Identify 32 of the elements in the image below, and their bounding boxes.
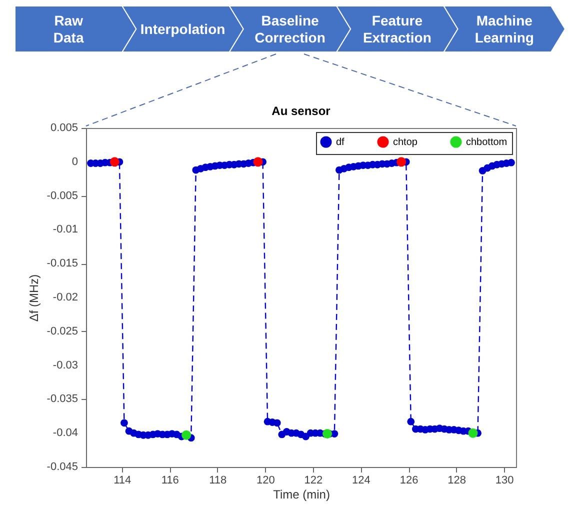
y-tick-label: -0.045 bbox=[46, 461, 78, 473]
x-tick-label: 128 bbox=[448, 474, 466, 486]
legend-label: df bbox=[336, 137, 345, 148]
point bbox=[322, 429, 332, 439]
x-tick-label: 114 bbox=[114, 474, 132, 486]
y-tick-label: -0.02 bbox=[52, 292, 78, 304]
y-tick-label: -0.03 bbox=[52, 359, 78, 372]
x-tick-label: 118 bbox=[209, 474, 227, 486]
x-axis-title: Time (min) bbox=[273, 488, 330, 502]
x-tick-label: 120 bbox=[256, 474, 275, 486]
text: Baseline Correction bbox=[254, 12, 326, 46]
legend-label: chbottom bbox=[466, 137, 508, 148]
x-tick-label: 122 bbox=[304, 474, 323, 486]
x-tick-label: 130 bbox=[495, 474, 514, 486]
y-axis-title: Δf (MHz) bbox=[27, 274, 41, 322]
y-tick-label: -0.01 bbox=[52, 224, 78, 236]
chart-title: Au sensor bbox=[272, 104, 331, 118]
text: Machine Learning bbox=[474, 12, 534, 46]
y-tick-label: -0.04 bbox=[52, 427, 78, 440]
y-tick-label: -0.015 bbox=[46, 258, 78, 270]
legend-label: chtop bbox=[393, 137, 418, 148]
x-tick-label: 116 bbox=[161, 474, 179, 486]
y-tick-label: 0.005 bbox=[50, 122, 78, 134]
text: Feature Extraction bbox=[362, 12, 432, 46]
text: Raw Data bbox=[53, 12, 84, 46]
text: Interpolation bbox=[140, 21, 226, 37]
y-tick-label: 0 bbox=[72, 156, 78, 168]
y-tick-label: -0.035 bbox=[46, 393, 78, 406]
x-tick-label: 126 bbox=[400, 474, 418, 486]
x-tick-label: 124 bbox=[352, 474, 370, 486]
y-tick-label: -0.025 bbox=[46, 325, 78, 338]
y-tick-label: -0.005 bbox=[46, 190, 78, 202]
